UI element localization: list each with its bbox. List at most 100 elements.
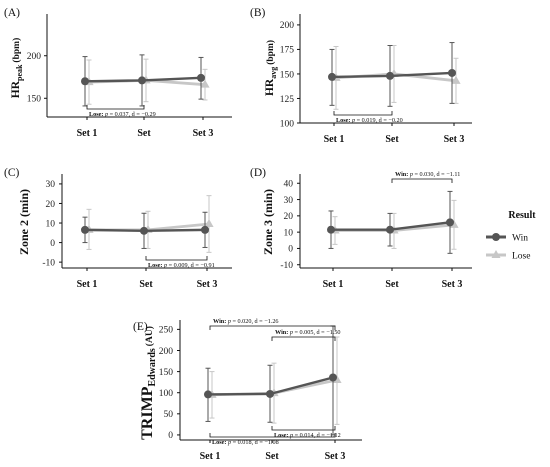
y-tick-label: 200 [27, 52, 42, 62]
y-tick-label: 200 [159, 347, 174, 357]
significance-annotation: Lose: p = 0.019, d = −0.20 [333, 111, 403, 124]
y-tick-label: -10 [42, 258, 55, 268]
x-tick-label: Set [137, 128, 151, 139]
x-tick-label: Set 1 [323, 279, 344, 290]
x-tick-label: Set 1 [324, 134, 345, 145]
y-tick-label: 10 [284, 228, 294, 238]
significance-annotation: Win: p = 0.030, d = −1.11 [391, 171, 460, 183]
y-tick-label: 150 [159, 368, 174, 378]
y-axis-label: Zone 3 (min) [261, 189, 275, 255]
y-tick-label: 40 [284, 180, 294, 190]
x-tick-label: Set 3 [442, 279, 463, 290]
x-tick-label: Set 3 [325, 451, 346, 462]
y-tick-label: 150 [280, 70, 295, 80]
data-point-win [138, 76, 146, 85]
data-point-win [448, 68, 456, 77]
significance-label: Lose: p = 0.014, d = −1.12 [274, 432, 341, 439]
y-tick-label: 0 [288, 245, 293, 255]
y-tick-label: 10 [46, 219, 56, 229]
x-tick-label: Set [139, 279, 153, 290]
panel-label: (D) [250, 167, 266, 179]
data-point-win [140, 226, 148, 235]
y-axis-label: HRavg(bpm) [264, 40, 278, 96]
series-win [81, 211, 209, 249]
significance-label: Win: p = 0.005, d = −1.50 [275, 329, 341, 336]
significance-bracket [86, 105, 145, 110]
series-win [204, 325, 337, 436]
x-tick-label: Set [265, 451, 279, 462]
y-tick-label: 20 [46, 200, 56, 210]
chart-panel-1: (A) 150 200 Set 1 Set Set 3 HRpeak(bpm) Lose: p… [4, 7, 232, 139]
y-tick-label: 30 [46, 180, 56, 190]
x-tick-label: Set 1 [200, 451, 221, 462]
data-point-lose [451, 75, 461, 84]
data-point-win [81, 225, 89, 234]
y-tick-label: 20 [284, 212, 294, 222]
y-tick-label: 100 [159, 389, 174, 399]
significance-annotation: Lose: p = 0.018, d = −1.08 [209, 433, 336, 446]
significance-label: Win: p = 0.030, d = −1.11 [395, 171, 460, 178]
significance-bracket [391, 178, 453, 183]
panel-label: (A) [4, 7, 20, 19]
chart-panel-2: (B) 100 125 150 175 200 Set 1 Set Set 3 HRavg(bpm… [250, 7, 472, 145]
legend-title: Result [508, 210, 536, 221]
chart-panel-3: (C) -10 0 10 20 30 Set 1 Set Set 3 Zone 2 (min) Lo… [4, 167, 232, 290]
x-tick-label: Set [385, 134, 399, 145]
x-tick-label: Set 3 [444, 134, 465, 145]
legend-label-win: Win [512, 234, 528, 244]
significance-label: Win: p = 0.020, d = −1.26 [213, 318, 279, 325]
y-tick-label: 175 [280, 46, 295, 56]
significance-annotation: Lose: p = 0.014, d = −1.12 [271, 426, 341, 439]
significance-annotation: Lose: p = 0.037, d = −0.29 [86, 105, 156, 118]
data-point-win [266, 389, 274, 398]
data-point-win [81, 77, 89, 86]
y-axis-label: HRpeak(bpm) [10, 38, 24, 99]
significance-label: Lose: p = 0.019, d = −0.20 [336, 117, 403, 124]
y-tick-label: 30 [284, 196, 294, 206]
data-point-win [386, 225, 394, 234]
data-point-lose [200, 79, 210, 88]
series-win [328, 42, 456, 107]
significance-annotation: Win: p = 0.020, d = −1.26 [209, 318, 336, 330]
y-axis-label: TRIMPEdwards(AU) [139, 326, 158, 440]
y-tick-label: 100 [280, 119, 295, 129]
y-tick-label: 250 [159, 326, 174, 336]
significance-bracket [145, 256, 208, 261]
significance-label: Lose: p = 0.009, d = −0.91 [148, 262, 215, 269]
legend-entry-lose: Lose [486, 250, 530, 262]
data-point-win [329, 373, 337, 382]
data-point-lose [204, 219, 214, 227]
x-tick-label: Set 3 [197, 279, 218, 290]
series-win [81, 54, 205, 107]
series-win [327, 190, 454, 254]
chart-panel-4: (D) -10 0 10 20 30 40 Set 1 Set Set 3 Zone 3 (min)… [250, 167, 472, 290]
data-point-win [201, 225, 209, 234]
x-tick-label: Set 3 [193, 128, 214, 139]
data-point-win [197, 73, 205, 82]
chart-panel-5: (E) 0 50 100 150 200 250 Set 1 Set Set 3 TRIMPEdwa… [133, 318, 362, 462]
data-point-win [204, 390, 212, 399]
significance-label: Lose: p = 0.018, d = −1.08 [212, 439, 279, 446]
x-tick-label: Set [385, 279, 399, 290]
y-axis-label: Zone 2 (min) [17, 189, 31, 255]
x-tick-label: Set 1 [77, 128, 98, 139]
panel-label: (E) [133, 321, 148, 333]
y-tick-label: 50 [164, 410, 174, 420]
legend: Result Win Lose [486, 210, 536, 262]
significance-bracket [271, 426, 336, 431]
significance-bracket [271, 336, 336, 341]
significance-bracket [209, 433, 336, 438]
x-tick-label: Set 1 [77, 279, 98, 290]
legend-label-lose: Lose [512, 252, 530, 262]
significance-label: Lose: p = 0.037, d = −0.29 [89, 111, 156, 118]
y-tick-label: 0 [50, 239, 55, 249]
data-point-win [446, 218, 454, 227]
data-point-win [328, 72, 336, 81]
significance-bracket [333, 111, 393, 116]
panel-label: (B) [250, 7, 266, 19]
data-point-win [386, 71, 394, 80]
y-tick-label: 0 [168, 431, 173, 441]
legend-entry-win: Win [486, 233, 528, 244]
significance-annotation: Lose: p = 0.009, d = −0.91 [145, 256, 215, 269]
series-lose [84, 195, 214, 253]
